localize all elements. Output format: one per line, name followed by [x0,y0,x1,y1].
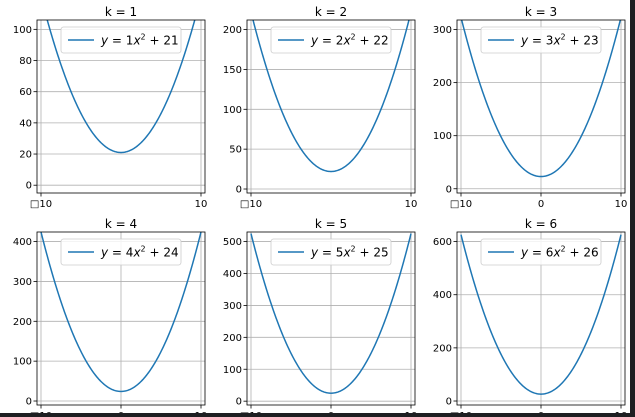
legend-constant: + 26 [566,246,599,260]
legend-coef: = 1 [108,34,133,48]
subplot-title: k = 6 [525,217,557,231]
y-tick-label: 150 [223,65,242,76]
window-edge-right [630,0,635,416]
y-tick-label: 500 [223,237,242,248]
subplot-title: k = 1 [105,5,137,19]
legend-label: y = 5x2 + 25 [310,245,389,260]
y-tick-label: 300 [13,277,32,288]
y-tick-label: 20 [19,150,32,161]
legend-coef: = 2 [318,34,343,48]
legend-constant: + 21 [146,34,179,48]
legend-coef: = 3 [528,34,553,48]
x-tick-label: □10 [450,199,472,210]
series-line [41,0,201,152]
x-tick-label: □10 [240,199,262,210]
subplot-k2: 0 50 100 150 200 □10 10 k = 2 y = 2x2 + 22 [223,5,417,210]
legend-label: y = 4x2 + 24 [100,245,179,260]
legend-label: y = 6x2 + 26 [520,245,599,260]
y-tick-label: 80 [19,56,32,67]
x-tick-label: 10 [615,199,628,210]
y-tick-label: 100 [13,357,32,368]
y-tick-label: 0 [26,181,32,192]
y-tick-label: 0 [26,397,32,408]
legend-constant: + 22 [356,34,389,48]
y-tick-label: 200 [223,25,242,36]
x-tick-label: 10 [195,199,208,210]
y-tick-label: 0 [446,184,452,195]
legend-constant: + 25 [356,246,389,260]
y-tick-label: 400 [433,290,452,301]
y-tick-label: 200 [13,317,32,328]
legend-constant: + 23 [566,34,599,48]
legend: y = 1x2 + 21 [61,27,181,53]
y-tick-label: 40 [19,118,32,129]
subplot-title: k = 4 [105,217,137,231]
legend-constant: + 24 [146,246,179,260]
subplot-k3: 0 100 200 300 □10 0 10 k = 3 y = 3x2 + 23 [433,5,627,210]
legend: y = 3x2 + 23 [481,27,601,53]
y-tick-label: 100 [223,365,242,376]
subplot-title: k = 2 [315,5,347,19]
y-tick-label: 600 [433,237,452,248]
y-tick-label: 0 [446,397,452,408]
x-tick-label: 10 [405,199,418,210]
y-tick-label: 200 [223,333,242,344]
y-tick-label: 100 [223,105,242,116]
y-tick-label: 200 [433,78,452,89]
x-tick-label: □10 [30,199,52,210]
legend: y = 2x2 + 22 [271,27,391,53]
y-tick-label: 300 [433,25,452,36]
legend-coef: = 4 [108,246,133,260]
y-tick-label: 300 [223,301,242,312]
x-tick-label: 0 [538,199,544,210]
legend-label: y = 2x2 + 22 [310,33,389,48]
y-tick-label: 400 [13,237,32,248]
subplot-title: k = 5 [315,217,347,231]
subplot-title: k = 3 [525,5,557,19]
y-tick-label: 0 [236,185,242,196]
y-tick-label: 400 [223,269,242,280]
y-tick-label: 100 [13,25,32,36]
legend: y = 5x2 + 25 [271,239,391,265]
legend: y = 6x2 + 26 [481,239,601,265]
legend: y = 4x2 + 24 [61,239,181,265]
y-tick-label: 200 [433,343,452,354]
legend-label: y = 1x2 + 21 [100,33,179,48]
subplot-k1: 0 20 40 60 80 100 □10 10 k = 1 y = 1x2 + 21 [13,0,207,210]
y-tick-label: 50 [229,145,242,156]
y-tick-label: 0 [236,397,242,408]
legend-coef: = 6 [528,246,553,260]
legend-label: y = 3x2 + 23 [520,33,599,48]
legend-coef: = 5 [318,246,343,260]
y-tick-label: 100 [433,131,452,142]
y-tick-label: 60 [19,87,32,98]
